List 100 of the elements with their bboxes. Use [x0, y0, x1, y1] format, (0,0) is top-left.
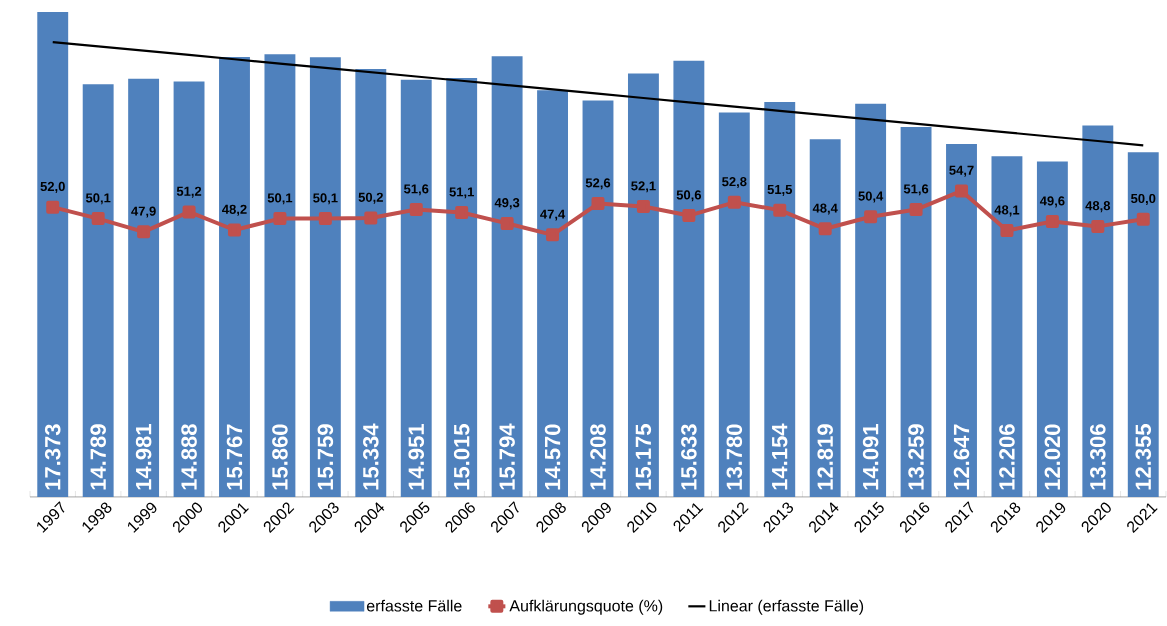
point [727, 195, 741, 209]
point [182, 205, 196, 219]
bar [991, 156, 1023, 497]
point [682, 209, 696, 223]
data-label: 15.334 [362, 423, 379, 490]
bar [809, 139, 841, 497]
bar [173, 81, 205, 497]
point [955, 184, 969, 198]
data-label: 14.570 [544, 424, 561, 490]
bar [1036, 161, 1068, 497]
data-label: 12.355 [1135, 424, 1152, 490]
bar [764, 101, 796, 497]
bar [900, 126, 932, 497]
data-label: 15.794 [499, 423, 515, 490]
bar [37, 12, 69, 497]
bar [400, 79, 432, 497]
data-label: 50,1 [313, 193, 338, 205]
data-label: 52,6 [585, 178, 611, 190]
point [636, 200, 650, 214]
data-label: 48,1 [994, 205, 1020, 217]
legend-label: Aufklärungsquote (%) [509, 599, 663, 615]
bar [219, 56, 250, 497]
point [318, 212, 332, 226]
point [409, 203, 423, 217]
data-label: 13.259 [908, 424, 924, 490]
data-label: 50,4 [858, 191, 884, 203]
point [46, 200, 60, 214]
point [1045, 215, 1059, 229]
data-label: 51,6 [903, 184, 929, 196]
bar [82, 84, 114, 497]
point [1136, 212, 1150, 226]
data-label: 50,6 [676, 190, 702, 202]
data-label: 13.780 [726, 424, 743, 490]
data-label: 47,4 [540, 209, 566, 221]
legend-label: Linear (erfasste Fälle) [709, 599, 864, 615]
bar [627, 73, 659, 497]
data-label: 15.860 [272, 424, 288, 490]
data-label: 15.633 [681, 424, 697, 490]
data-label: 14.154 [772, 423, 788, 490]
point [864, 210, 878, 224]
data-label: 17.373 [44, 424, 61, 490]
data-label: 14.789 [90, 424, 106, 490]
data-label: 52,1 [631, 181, 656, 193]
point [1000, 224, 1014, 238]
data-label: 15.175 [635, 424, 652, 490]
data-label: 15.767 [226, 424, 243, 490]
point [591, 197, 605, 211]
data-label: 12.819 [817, 424, 833, 490]
data-label: 49,6 [1039, 196, 1065, 208]
data-label: 52,8 [722, 177, 747, 189]
data-label: 12.020 [1044, 424, 1061, 490]
data-label: 14.208 [590, 424, 606, 490]
data-label: 14.091 [862, 424, 879, 490]
point [773, 203, 787, 217]
data-label: 50,2 [358, 192, 383, 204]
bar [673, 60, 705, 497]
bar [582, 100, 614, 497]
bar [309, 57, 341, 497]
data-label: 51,6 [404, 184, 429, 196]
data-label: 52,0 [40, 181, 65, 193]
data-label: 48,2 [222, 204, 247, 216]
data-label: 49,3 [494, 198, 520, 210]
data-label: 48,4 [812, 203, 838, 215]
legend-label: erfasste Fälle [366, 599, 462, 612]
data-label: 50,1 [85, 193, 111, 205]
data-label: 48,8 [1085, 201, 1111, 213]
point [91, 212, 105, 226]
point [273, 212, 287, 226]
point [137, 225, 151, 239]
point [818, 222, 832, 236]
data-label: 14.981 [135, 424, 152, 490]
bar [855, 103, 887, 497]
data-label: 50,1 [267, 193, 293, 205]
data-label: 14.888 [181, 424, 197, 490]
data-label: 50,0 [1131, 193, 1156, 205]
bar [537, 90, 569, 497]
data-label: 12.206 [999, 424, 1015, 490]
bar [1082, 125, 1114, 497]
point [227, 223, 241, 237]
bar [264, 54, 296, 497]
data-label: 14.951 [408, 424, 425, 490]
data-label: 51,2 [176, 186, 202, 198]
point [364, 211, 378, 225]
bar [355, 69, 387, 497]
bar [718, 112, 750, 497]
bar [128, 78, 160, 497]
point [909, 203, 923, 217]
point [455, 206, 469, 220]
data-label: 51,5 [767, 185, 793, 196]
data-label: 12.647 [953, 424, 970, 490]
data-label: 15.759 [317, 424, 334, 490]
data-label: 15.015 [453, 424, 470, 490]
point [1091, 219, 1105, 233]
data-label: 54,7 [949, 165, 974, 177]
bar [491, 56, 523, 497]
data-label: 47,9 [131, 206, 156, 218]
point [500, 216, 514, 230]
bar [446, 77, 478, 497]
point [546, 228, 560, 242]
bar [946, 144, 977, 497]
